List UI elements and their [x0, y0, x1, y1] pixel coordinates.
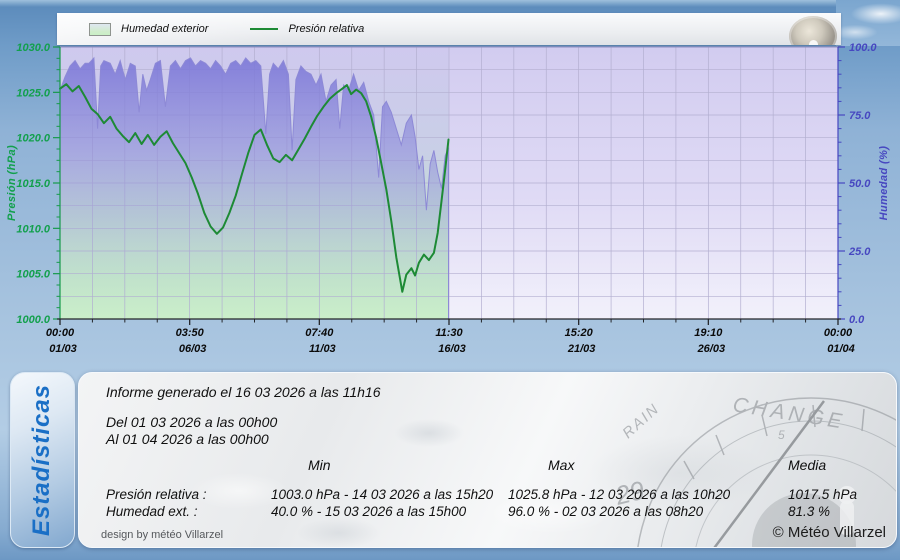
pressure-row-label: Presión relativa : [106, 487, 207, 502]
svg-text:Presión (hPa): Presión (hPa) [6, 145, 18, 221]
column-header-max: Max [548, 457, 575, 473]
design-credit: design by météo Villarzel [101, 529, 224, 541]
svg-text:03:50: 03:50 [176, 327, 205, 339]
pressure-legend-line [250, 28, 279, 30]
svg-text:01/04: 01/04 [827, 343, 855, 355]
report-period-to: Al 01 04 2026 a las 00h00 [106, 431, 269, 447]
svg-text:11:30: 11:30 [435, 327, 463, 339]
svg-text:01/03: 01/03 [49, 343, 77, 355]
humidity-legend-label: Humedad exterior [121, 23, 209, 35]
statistics-tab-label: Estadísticas [28, 383, 56, 537]
time-axis: 00:00 01/03 03:50 06/03 07:40 11/03 11:30 16/03… [46, 318, 855, 355]
svg-text:1020.0: 1020.0 [16, 133, 51, 145]
humidity-axis: 100.0 75.0 50.0 25.0 0.0 Humedad (%) [837, 42, 890, 326]
humidity-max-value: 96.0 % - 02 03 2026 a las 08h20 [508, 504, 704, 519]
pressure-media-value: 1017.5 hPa [788, 487, 858, 502]
column-header-media: Media [788, 457, 827, 473]
pressure-line-series [59, 83, 450, 293]
svg-text:50.0: 50.0 [849, 178, 871, 190]
svg-text:16/03: 16/03 [438, 343, 466, 355]
clouds-photo-corner [836, 0, 900, 46]
svg-text:1025.0: 1025.0 [16, 87, 51, 99]
svg-text:1010.0: 1010.0 [16, 223, 51, 235]
pressure-humidity-chart: 1030.0 1025.0 1020.0 1015.0 1010.0 1005.0 1000… [6, 42, 890, 355]
pressure-min-value: 1003.0 hPa - 14 03 2026 a las 15h20 [271, 487, 494, 502]
svg-text:1015.0: 1015.0 [16, 178, 51, 190]
svg-text:00:00: 00:00 [46, 327, 75, 339]
svg-text:25.0: 25.0 [848, 246, 871, 258]
svg-text:0.0: 0.0 [849, 314, 865, 326]
column-header-min: Min [308, 457, 331, 473]
statistics-tab: Estadísticas [10, 372, 75, 548]
svg-text:75.0: 75.0 [849, 110, 871, 122]
svg-text:15:20: 15:20 [565, 327, 594, 339]
svg-text:19:10: 19:10 [694, 327, 723, 339]
svg-text:11/03: 11/03 [309, 343, 336, 355]
humidity-min-value: 40.0 % - 15 03 2026 a las 15h00 [271, 504, 467, 519]
barometer-5-text: 5 [778, 428, 785, 442]
svg-text:26/03: 26/03 [697, 343, 726, 355]
svg-text:00:00: 00:00 [824, 327, 853, 339]
svg-text:1030.0: 1030.0 [16, 42, 51, 54]
barometer-rain-text: RAIN [619, 400, 663, 442]
copyright: © Météo Villarzel [772, 524, 886, 541]
report-generated-text: Informe generado el 16 03 2026 a las 11h… [106, 384, 381, 400]
pressure-axis: 1030.0 1025.0 1020.0 1015.0 1010.0 1005.0 1000… [6, 42, 61, 326]
svg-text:100.0: 100.0 [849, 42, 877, 54]
humidity-area-series [59, 56, 449, 320]
report-period-from: Del 01 03 2026 a las 00h00 [106, 414, 278, 430]
statistics-panel: CHANGE RAIN 29 5 Informe generado el 16 … [78, 372, 897, 548]
chart-legend: Humedad exterior Presión relativa [57, 13, 841, 45]
svg-text:1005.0: 1005.0 [16, 269, 51, 281]
humidity-legend-swatch [89, 22, 111, 36]
svg-text:21/03: 21/03 [567, 343, 596, 355]
svg-text:1000.0: 1000.0 [16, 314, 51, 326]
pressure-legend-label: Presión relativa [288, 23, 365, 35]
humidity-row-label: Humedad ext. : [106, 504, 198, 519]
barometer-change-text: CHANGE [731, 393, 847, 434]
barometer-illustration: CHANGE RAIN 29 5 [611, 393, 896, 547]
svg-text:06/03: 06/03 [179, 343, 207, 355]
barometer-photo-icon [789, 16, 837, 45]
svg-text:Humedad (%): Humedad (%) [878, 146, 890, 221]
pressure-max-value: 1025.8 hPa - 12 03 2026 a las 10h20 [508, 487, 731, 502]
humidity-media-value: 81.3 % [788, 504, 831, 519]
svg-text:07:40: 07:40 [305, 327, 334, 339]
